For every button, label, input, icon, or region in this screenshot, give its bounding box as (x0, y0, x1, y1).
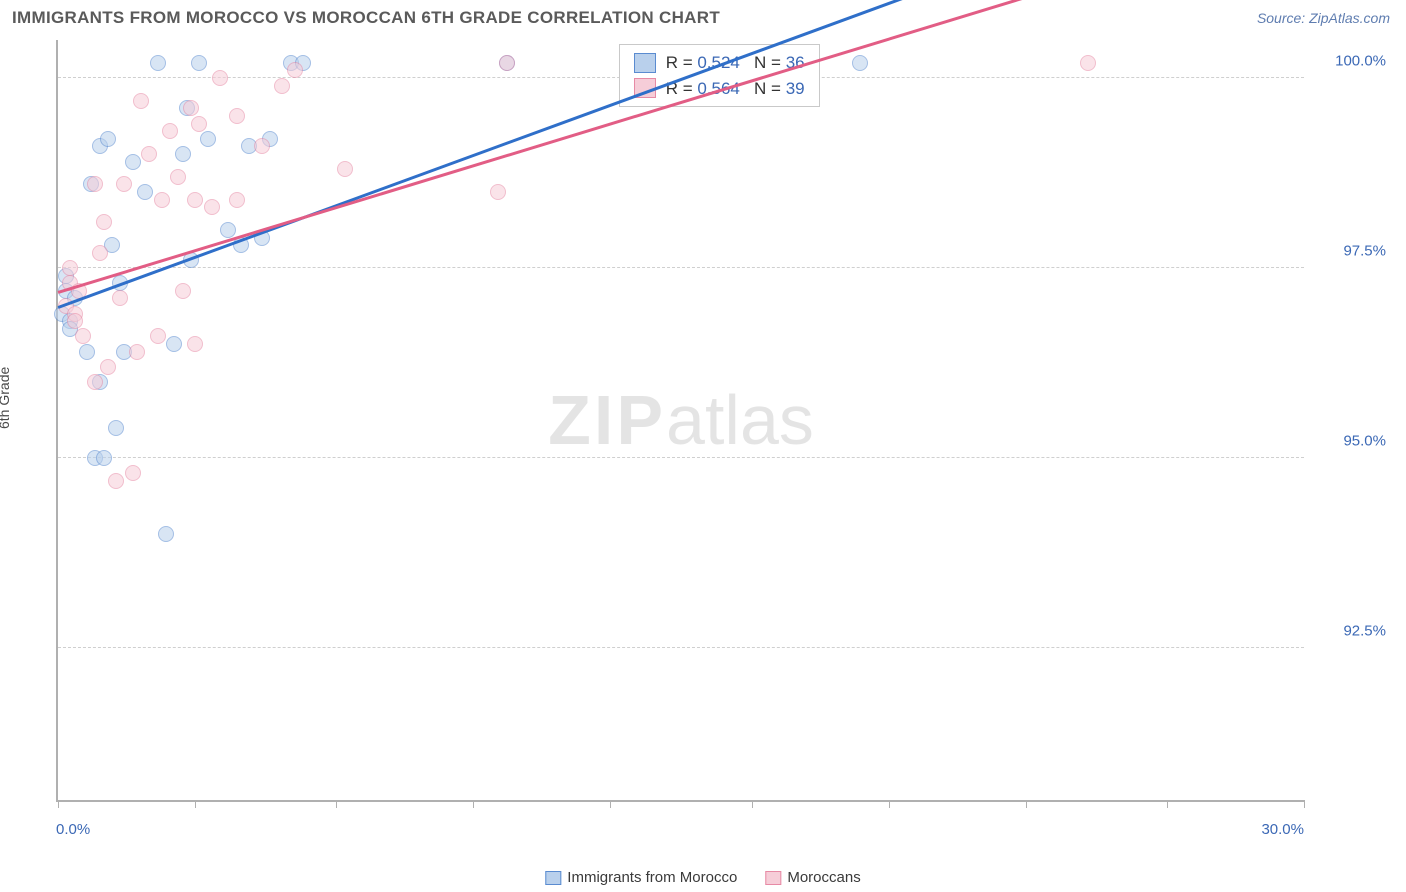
data-point (137, 184, 153, 200)
x-tick (889, 800, 890, 808)
data-point (133, 93, 149, 109)
plot-region: ZIPatlas 92.5%95.0%97.5%100.0%R = 0.524 … (56, 40, 1304, 802)
data-point (158, 526, 174, 542)
x-tick (58, 800, 59, 808)
series-swatch (634, 53, 656, 73)
chart-title: IMMIGRANTS FROM MOROCCO VS MOROCCAN 6TH … (12, 8, 720, 28)
y-tick-label: 97.5% (1343, 243, 1386, 260)
x-tick (1167, 800, 1168, 808)
y-axis-label: 6th Grade (0, 367, 12, 429)
data-point (108, 420, 124, 436)
legend-item: Immigrants from Morocco (545, 869, 737, 886)
x-tick (1026, 800, 1027, 808)
data-point (92, 245, 108, 261)
data-point (220, 222, 236, 238)
data-point (337, 161, 353, 177)
chart-area: 6th Grade ZIPatlas 92.5%95.0%97.5%100.0%… (12, 40, 1394, 842)
data-point (125, 465, 141, 481)
data-point (150, 328, 166, 344)
data-point (62, 260, 78, 276)
gridline (58, 457, 1304, 458)
data-point (154, 192, 170, 208)
data-point (191, 55, 207, 71)
legend: Immigrants from Morocco Moroccans (545, 869, 860, 886)
legend-label: Moroccans (787, 869, 860, 886)
y-tick-label: 100.0% (1335, 53, 1386, 70)
data-point (200, 131, 216, 147)
data-point (96, 214, 112, 230)
x-tick (752, 800, 753, 808)
x-tick-label: 0.0% (56, 821, 90, 838)
x-tick (473, 800, 474, 808)
data-point (287, 62, 303, 78)
source-label: Source: ZipAtlas.com (1257, 10, 1390, 26)
series-swatch (545, 871, 561, 885)
data-point (229, 108, 245, 124)
data-point (254, 138, 270, 154)
legend-label: Immigrants from Morocco (567, 869, 737, 886)
data-point (162, 123, 178, 139)
data-point (116, 176, 132, 192)
gridline (58, 267, 1304, 268)
data-point (175, 283, 191, 299)
stats-box: R = 0.524 N = 36R = 0.564 N = 39 (619, 44, 820, 107)
y-tick-label: 92.5% (1343, 623, 1386, 640)
y-tick-label: 95.0% (1343, 433, 1386, 450)
x-tick (195, 800, 196, 808)
data-point (166, 336, 182, 352)
data-point (852, 55, 868, 71)
data-point (67, 313, 83, 329)
data-point (87, 374, 103, 390)
x-tick (610, 800, 611, 808)
data-point (175, 146, 191, 162)
data-point (96, 450, 112, 466)
data-point (79, 344, 95, 360)
legend-item: Moroccans (765, 869, 860, 886)
data-point (87, 176, 103, 192)
data-point (499, 55, 515, 71)
data-point (191, 116, 207, 132)
series-swatch (765, 871, 781, 885)
data-point (100, 131, 116, 147)
x-tick (1304, 800, 1305, 808)
stats-text: R = 0.564 N = 39 (666, 76, 805, 102)
data-point (75, 328, 91, 344)
data-point (183, 100, 199, 116)
data-point (274, 78, 290, 94)
data-point (170, 169, 186, 185)
x-axis: 0.0% 30.0% (56, 812, 1304, 842)
data-point (100, 359, 116, 375)
x-tick (336, 800, 337, 808)
data-point (141, 146, 157, 162)
data-point (187, 336, 203, 352)
data-point (112, 290, 128, 306)
watermark: ZIPatlas (548, 380, 814, 460)
data-point (129, 344, 145, 360)
gridline (58, 647, 1304, 648)
x-tick-label: 30.0% (1261, 821, 1304, 838)
data-point (150, 55, 166, 71)
data-point (1080, 55, 1096, 71)
data-point (187, 192, 203, 208)
data-point (204, 199, 220, 215)
data-point (490, 184, 506, 200)
data-point (212, 70, 228, 86)
data-point (229, 192, 245, 208)
data-point (108, 473, 124, 489)
data-point (125, 154, 141, 170)
